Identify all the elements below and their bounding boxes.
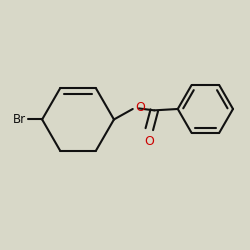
Text: O: O	[136, 101, 145, 114]
Text: Br: Br	[13, 113, 26, 126]
Text: O: O	[144, 135, 154, 148]
